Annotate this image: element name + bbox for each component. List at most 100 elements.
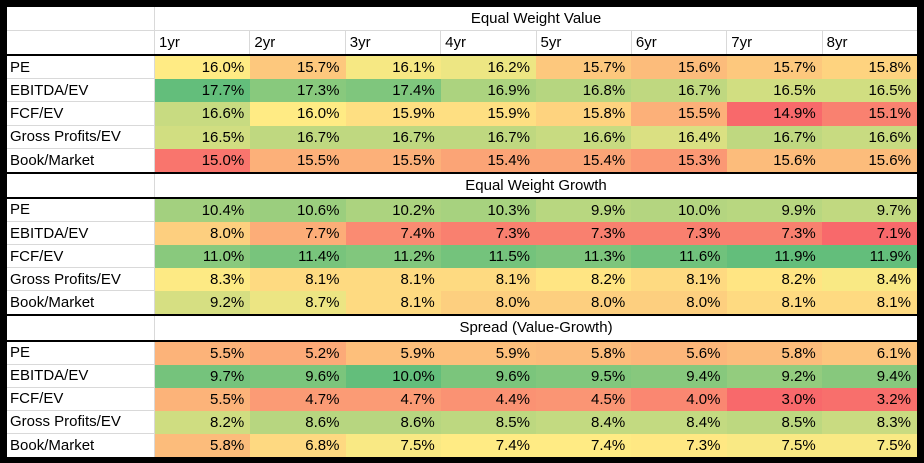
data-cell: 10.3% — [440, 198, 536, 222]
row-label: Gross Profits/EV — [7, 125, 155, 149]
data-cell: 8.7% — [250, 291, 346, 315]
data-cell: 16.5% — [726, 79, 822, 103]
data-cell: 15.7% — [536, 56, 632, 80]
table-row: EBITDA/EV 17.7% 17.3% 17.4% 16.9% 16.8% 16.7% 1… — [7, 79, 917, 103]
data-cell: 8.6% — [250, 410, 346, 434]
data-cell: 17.7% — [155, 79, 251, 103]
data-cell: 15.8% — [821, 56, 917, 80]
data-cell: 16.1% — [345, 56, 441, 80]
column-header-row: 1yr 2yr 3yr 4yr 5yr 6yr 7yr 8yr — [7, 31, 917, 57]
data-cell: 9.9% — [726, 198, 822, 222]
table-row: Book/Market 9.2% 8.7% 8.1% 8.0% 8.0% 8.0% 8.1% 8… — [7, 291, 917, 317]
data-cell: 4.0% — [631, 387, 727, 411]
row-label: EBITDA/EV — [7, 79, 155, 103]
data-cell: 16.6% — [155, 102, 251, 126]
data-cell: 8.1% — [726, 291, 822, 315]
row-label: EBITDA/EV — [7, 221, 155, 246]
data-cell: 5.9% — [345, 341, 441, 365]
data-cell: 15.6% — [726, 148, 822, 172]
data-cell: 5.2% — [250, 341, 346, 365]
data-cell: 11.3% — [536, 245, 632, 269]
data-cell: 7.3% — [631, 433, 727, 458]
data-cell: 5.8% — [726, 341, 822, 365]
data-cell: 9.7% — [821, 198, 917, 222]
data-cell: 9.9% — [536, 198, 632, 222]
column-header: 6yr — [630, 31, 727, 55]
data-cell: 7.4% — [536, 433, 632, 458]
data-cell: 8.1% — [631, 268, 727, 292]
row-label: PE — [7, 341, 155, 365]
data-cell: 15.5% — [345, 148, 441, 172]
data-cell: 15.4% — [536, 148, 632, 172]
column-header: 3yr — [344, 31, 441, 55]
data-cell: 4.4% — [440, 387, 536, 411]
data-cell: 9.5% — [536, 364, 632, 388]
data-cell: 8.5% — [726, 410, 822, 434]
data-cell: 16.7% — [726, 125, 822, 149]
data-cell: 8.1% — [250, 268, 346, 292]
data-cell: 15.0% — [155, 148, 251, 172]
data-cell: 17.3% — [250, 79, 346, 103]
data-cell: 11.9% — [726, 245, 822, 269]
section-title-spacer-cell — [7, 7, 155, 31]
data-cell: 8.1% — [821, 291, 917, 315]
data-cell: 7.4% — [440, 433, 536, 458]
column-header: 2yr — [249, 31, 345, 55]
data-cell: 16.6% — [821, 125, 917, 149]
data-cell: 15.6% — [821, 148, 917, 172]
data-cell: 16.4% — [631, 125, 727, 149]
data-cell: 8.5% — [440, 410, 536, 434]
data-cell: 9.4% — [631, 364, 727, 388]
data-cell: 9.4% — [821, 364, 917, 388]
data-cell: 9.6% — [250, 364, 346, 388]
table-row: PE 10.4% 10.6% 10.2% 10.3% 9.9% 10.0% 9.9% 9.7% — [7, 198, 917, 222]
data-cell: 9.2% — [155, 291, 251, 315]
data-cell: 11.2% — [345, 245, 441, 269]
table-row: Gross Profits/EV 16.5% 16.7% 16.7% 16.7% 16.6… — [7, 125, 917, 149]
data-cell: 4.7% — [345, 387, 441, 411]
data-cell: 15.1% — [821, 102, 917, 126]
data-cell: 15.8% — [536, 102, 632, 126]
data-cell: 10.0% — [631, 198, 727, 222]
data-cell: 8.4% — [821, 268, 917, 292]
data-cell: 8.4% — [631, 410, 727, 434]
data-cell: 16.7% — [631, 79, 727, 103]
column-header: 4yr — [440, 31, 536, 55]
data-cell: 16.7% — [440, 125, 536, 149]
table-row: FCF/EV 11.0% 11.4% 11.2% 11.5% 11.3% 11.6% 11.9… — [7, 245, 917, 269]
data-cell: 3.2% — [821, 387, 917, 411]
data-cell: 10.6% — [250, 198, 346, 222]
data-cell: 8.0% — [631, 291, 727, 315]
row-label: FCF/EV — [7, 245, 155, 269]
data-cell: 7.5% — [726, 433, 822, 458]
section-title-row: Equal Weight Growth — [7, 173, 917, 199]
spreadsheet-table: Equal Weight Value 1yr 2yr 3yr 4yr 5yr 6yr 7yr 8… — [7, 7, 917, 458]
data-cell: 6.1% — [821, 341, 917, 365]
data-cell: 15.3% — [631, 148, 727, 172]
data-cell: 11.6% — [631, 245, 727, 269]
column-header: 7yr — [726, 31, 822, 55]
data-cell: 10.0% — [345, 364, 441, 388]
row-label: Gross Profits/EV — [7, 268, 155, 292]
data-cell: 16.7% — [345, 125, 441, 149]
data-cell: 8.1% — [345, 291, 441, 315]
data-cell: 11.4% — [250, 245, 346, 269]
row-label: PE — [7, 198, 155, 222]
data-cell: 5.5% — [155, 387, 251, 411]
data-cell: 9.2% — [726, 364, 822, 388]
row-label: Book/Market — [7, 148, 155, 172]
data-cell: 10.2% — [345, 198, 441, 222]
data-cell: 16.0% — [250, 102, 346, 126]
data-cell: 7.3% — [536, 221, 632, 246]
row-label: Book/Market — [7, 433, 155, 458]
section-title-spacer-cell — [7, 173, 155, 197]
data-cell: 15.5% — [631, 102, 727, 126]
section-title-row: Equal Weight Value — [7, 7, 917, 32]
data-cell: 15.4% — [440, 148, 536, 172]
data-cell: 8.3% — [155, 268, 251, 292]
data-cell: 8.0% — [536, 291, 632, 315]
data-cell: 5.8% — [536, 341, 632, 365]
table-row: Book/Market 5.8% 6.8% 7.5% 7.4% 7.4% 7.3% 7.5% 7… — [7, 433, 917, 458]
data-cell: 9.6% — [440, 364, 536, 388]
data-cell: 16.7% — [250, 125, 346, 149]
